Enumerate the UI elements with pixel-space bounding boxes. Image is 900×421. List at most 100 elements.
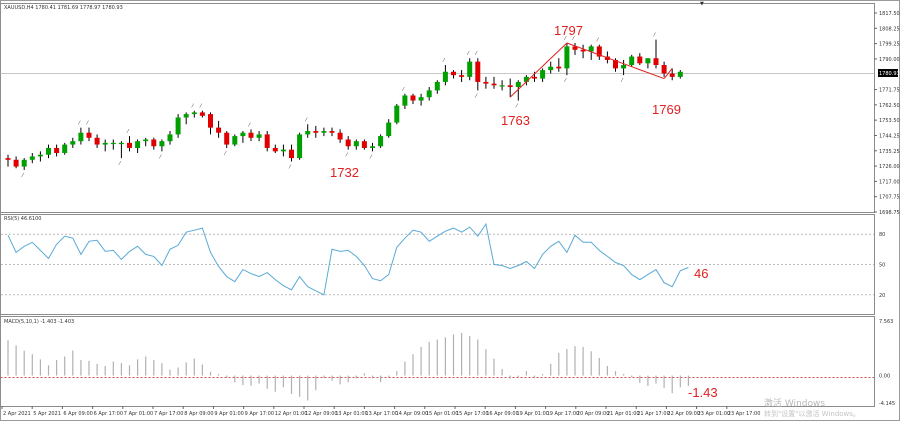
time-axis-label: 20 Apr 09:00 [577, 411, 610, 417]
rsi-pane[interactable]: RSI(5) 46.6100 80 50 20 46 [0, 214, 886, 315]
price-axis-label: 1799.25 [879, 42, 900, 48]
candle-body [240, 132, 246, 137]
candle [232, 134, 238, 147]
candle [361, 139, 367, 150]
fractal-down-marker: ⁄ [345, 153, 348, 159]
price-axis[interactable]: 1817.50 1808.25 1799.25 1790.00 1771.75 1762.… [874, 11, 900, 216]
time-axis-label: 13 Apr 01:00 [335, 411, 368, 417]
candle-body [313, 131, 319, 133]
candle [337, 129, 343, 143]
candle [394, 103, 400, 125]
time-axis[interactable]: 2 Apr 2021 5 Apr 2021 6 Apr 09:00 6 Apr 17:… [1, 406, 760, 417]
candle [378, 134, 384, 148]
macd-histogram [7, 332, 690, 401]
candle [669, 68, 675, 81]
candle-body [523, 76, 529, 82]
candle-body [588, 46, 594, 52]
candle-body [183, 114, 189, 118]
candle-body [208, 114, 213, 128]
price-axis-label: 1744.25 [879, 133, 900, 139]
candle [467, 58, 473, 81]
candle-body [580, 49, 586, 52]
candle-body [515, 81, 521, 88]
candle-body [394, 105, 400, 123]
fractal-markers: ⁄ ⁄ ⁄ ⁄ ⁄ ⁄ ⁄ ⁄ ⁄ ⁄ ⁄ ⁄ ⁄ ⁄ ⁄ ⁄ ⁄ ⁄ ⁄ ⁄ ⁄ ⁄ ⁄ ⁄ ⁄ ⁄ [21, 33, 656, 179]
candle-body [621, 65, 627, 69]
fractal-down-marker: ⁄ [370, 154, 373, 160]
candle-body [264, 134, 270, 148]
candle-body [653, 58, 659, 66]
candle [353, 139, 359, 150]
macd-axis: 7.563 0.00 -4.145 [879, 319, 895, 407]
candle [653, 39, 659, 69]
candle-body [677, 71, 683, 77]
candle-body [37, 154, 43, 157]
current-price-tag [878, 69, 898, 77]
candle [580, 44, 586, 59]
candle-body [426, 90, 432, 98]
candle-body [110, 142, 116, 145]
candle [329, 127, 335, 137]
trend-lines[interactable] [509, 42, 673, 98]
candle-body [78, 132, 84, 142]
candle-body [669, 73, 675, 77]
macd-pane[interactable]: MACD(5,10,1) -1.403 -1.403 7.563 0.00 -4.1… [0, 316, 896, 408]
candle-body [491, 83, 497, 86]
candle [418, 93, 424, 106]
time-axis-label: 14 Apr 09:00 [396, 411, 429, 417]
chart-header-text: XAUUSD,H4 1780.41 1781.69 1778.97 1780.9… [4, 5, 123, 11]
fractal-down-marker: ⁄ [515, 104, 518, 110]
annotation-1797: 1797 [554, 23, 583, 38]
annotation-rsi-46: 46 [694, 266, 708, 281]
candle-body [386, 122, 392, 137]
time-axis-label: 12 Apr 01:00 [275, 411, 308, 417]
candle [426, 87, 432, 101]
candle [224, 131, 230, 148]
fractal-up-marker: ⁄ [305, 117, 308, 123]
candle [556, 58, 562, 72]
shift-marker-icon[interactable]: ▼ [700, 1, 704, 7]
rsi-axis-label: 50 [879, 263, 885, 269]
candle-body [434, 81, 440, 91]
rsi-axis-label: 80 [879, 232, 885, 238]
candle [313, 125, 319, 138]
trend-line[interactable] [509, 42, 568, 98]
candle [143, 137, 149, 147]
time-axis-label: 6 Apr 09:00 [63, 411, 92, 417]
candle [62, 142, 68, 155]
macd-pane-frame [0, 316, 875, 407]
candle-body [46, 147, 51, 155]
rsi-levels [1, 233, 874, 296]
price-axis-label: 1808.25 [879, 26, 900, 32]
candle [110, 139, 116, 150]
candle [548, 61, 554, 74]
fractal-up-marker: ⁄ [467, 51, 470, 57]
candle-body [29, 156, 35, 160]
candle-body [167, 134, 173, 142]
candle-body [86, 132, 92, 138]
candle [70, 137, 76, 148]
candle [46, 144, 51, 159]
trend-line[interactable] [566, 42, 665, 80]
fractal-down-marker: ⁄ [289, 164, 292, 170]
candle-body [459, 75, 465, 77]
candle-body [475, 61, 481, 82]
activation-watermark-subtitle: 转到"设置"以激活 Windows。 [764, 409, 860, 418]
candle-body [402, 95, 408, 106]
time-axis-label: 7 Apr 01:00 [124, 411, 153, 417]
annotation-macd: -1.43 [688, 385, 718, 400]
time-axis-label: 13 Apr 17:00 [365, 411, 398, 417]
fractal-up-marker: ⁄ [191, 104, 194, 110]
price-pane[interactable]: XAUUSD,H4 1780.41 1781.69 1778.97 1780.9… [0, 1, 900, 216]
candle [564, 43, 570, 76]
current-price-label: 1780.93 [879, 71, 900, 77]
candle [29, 153, 35, 164]
fractal-up-marker: ⁄ [86, 121, 89, 127]
trend-line[interactable] [663, 68, 673, 79]
time-axis-label: 15 Apr 17:00 [456, 411, 489, 417]
candle [523, 75, 529, 86]
candle-body [337, 132, 343, 140]
candle-body [256, 134, 262, 138]
time-axis-label: 15 Apr 01:00 [426, 411, 459, 417]
